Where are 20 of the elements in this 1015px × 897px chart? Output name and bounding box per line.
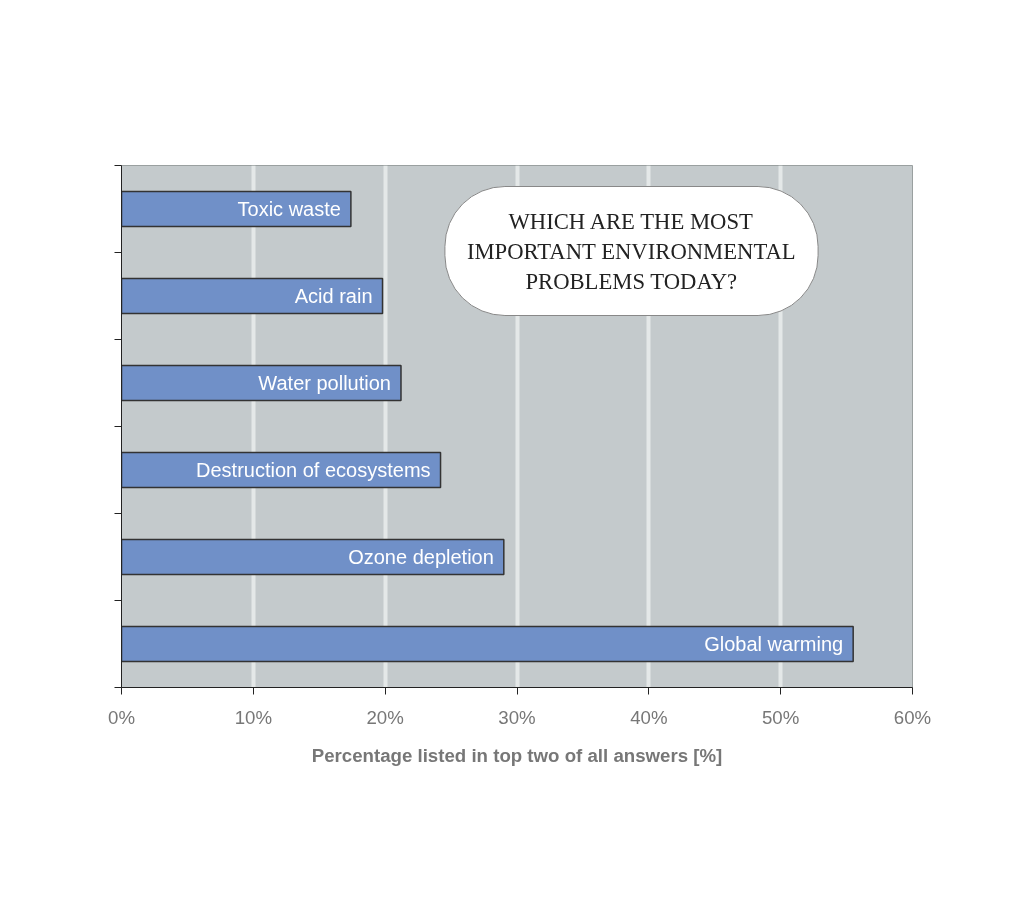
x-tick-label: 40% (630, 706, 668, 728)
annotation: WHICH ARE THE MOST IMPORTANT ENVIRONMENTAL PROBLEMS TODAY? (466, 208, 796, 294)
x-tick-label: 30% (498, 706, 536, 728)
bar (121, 277, 384, 315)
x-axis-title: Percentage listed in top two of all answers [%] (311, 744, 723, 766)
bar (121, 364, 402, 402)
bar (121, 538, 505, 576)
y-tick-label: Destruction of ecosystems (196, 459, 431, 481)
x-tick-label: 10% (234, 706, 273, 728)
y-tick-label: Global warming (704, 633, 844, 655)
x-tick-label: 60% (893, 706, 932, 728)
bar (121, 625, 854, 663)
bar (121, 190, 352, 228)
x-tick-label: 20% (366, 706, 404, 728)
x-tick-label: 0% (108, 706, 135, 728)
y-tick-label: Water pollution (258, 372, 391, 394)
y-tick-label: Ozone depletion (348, 546, 494, 568)
y-tick-label: Toxic waste (237, 198, 341, 220)
y-tick-label: Acid rain (294, 285, 373, 307)
x-tick-label: 50% (762, 706, 800, 728)
